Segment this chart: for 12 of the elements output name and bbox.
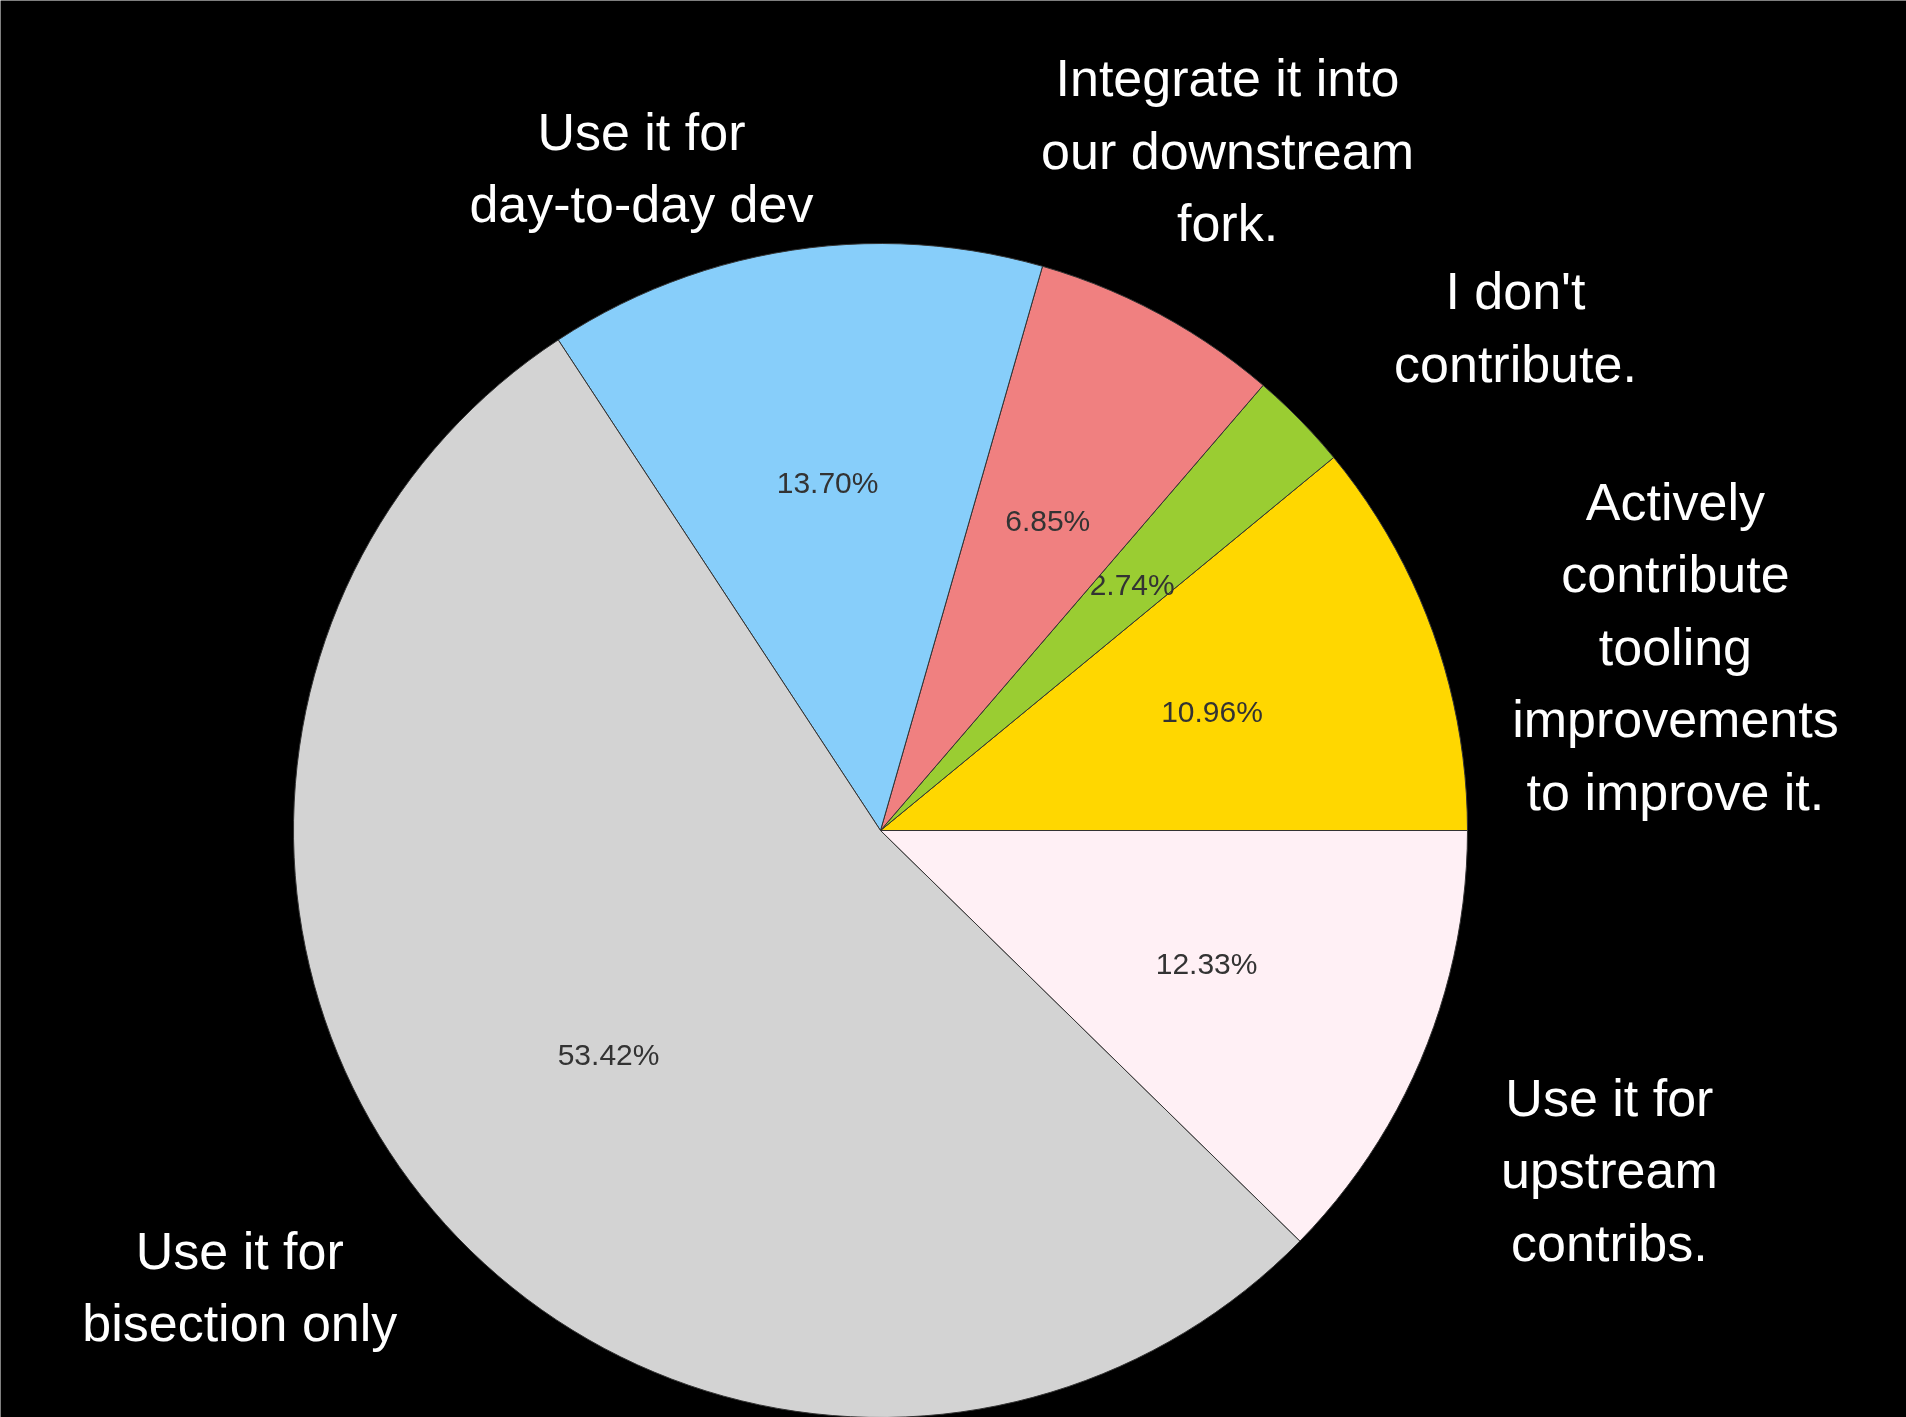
data-label: 12.33% (1155, 947, 1258, 981)
data-label: 2.74% (1089, 567, 1175, 601)
data-label: 53.42% (557, 1037, 660, 1071)
slice-label: Use it for upstream contribs. (1501, 1068, 1718, 1272)
slice-label: Use it for day-to-day dev (469, 102, 814, 234)
data-label: 10.96% (1161, 695, 1263, 729)
slice-label: I don't contribute. (1394, 262, 1637, 393)
data-label: 13.70% (776, 465, 879, 499)
slice-label: Actively contribute tooling improvements to improve it. (1512, 472, 1839, 821)
data-label: 6.85% (1005, 504, 1091, 538)
slice-label: Use it for bisection only (82, 1221, 398, 1353)
slice-label: Integrate it into our downstream fork. (1041, 49, 1414, 253)
